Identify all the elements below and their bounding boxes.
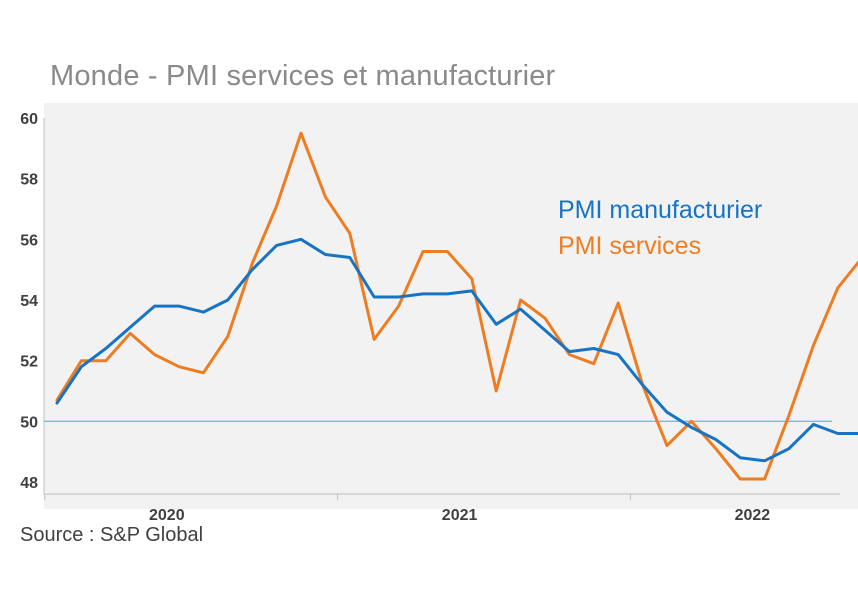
x-year-label: 2022 (735, 507, 771, 524)
y-tick-label: 52 (20, 354, 38, 371)
x-year-label: 2021 (442, 507, 478, 524)
axis-layer (43, 118, 840, 495)
series-layer (55, 131, 858, 481)
legend-label-services: PMI services (558, 232, 702, 260)
y-tick-label: 60 (20, 111, 38, 128)
y-tick-label: 56 (20, 232, 38, 249)
source-note: Source : S&P Global (20, 524, 204, 546)
y-tick-label: 54 (20, 293, 38, 310)
tick-layer: 485052545658602020202120222023 (20, 111, 771, 524)
series-line-services (55, 131, 858, 481)
series-line-manufacturier (55, 237, 858, 463)
legend-label-manufacturier: PMI manufacturier (558, 196, 763, 224)
y-tick-label: 48 (20, 475, 38, 492)
chart-title: Monde - PMI services et manufacturier (50, 60, 556, 92)
x-year-label: 2020 (149, 507, 185, 524)
legend-item-services: PMI services (558, 232, 701, 261)
legend-item-manufacturier: PMI manufacturier (558, 196, 762, 225)
y-tick-label: 50 (20, 414, 38, 431)
y-tick-label: 58 (20, 172, 38, 189)
